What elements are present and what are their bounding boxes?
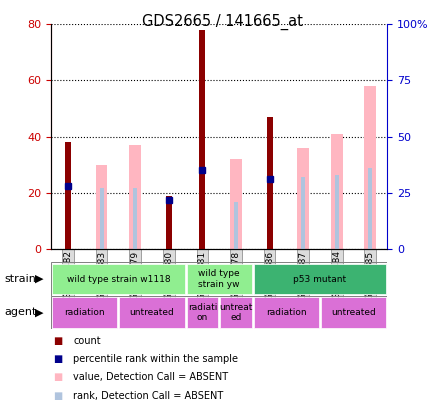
Bar [220,297,252,328]
Bar [234,202,238,249]
Text: ▶: ▶ [35,307,44,317]
Bar [331,134,343,249]
Bar [129,145,141,249]
Bar [100,188,104,249]
Text: count: count [73,336,101,346]
Text: ■: ■ [53,373,63,382]
Text: rank, Detection Call = ABSENT: rank, Detection Call = ABSENT [73,391,224,401]
Bar [368,168,372,249]
Text: radiation: radiation [266,308,307,317]
Bar [335,175,339,249]
Text: ■: ■ [53,391,63,401]
Bar [52,297,117,328]
Bar [65,142,71,249]
Bar [166,196,172,249]
Text: untreated: untreated [331,308,376,317]
Bar [321,297,386,328]
Text: agent: agent [4,307,37,317]
Text: ■: ■ [53,336,63,346]
Bar [297,148,309,249]
Text: untreat
ed: untreat ed [219,303,253,322]
Bar [52,264,185,294]
Text: ■: ■ [53,354,63,364]
Bar [199,30,206,249]
Text: untreated: untreated [129,308,174,317]
Bar [301,177,305,249]
Bar [364,86,376,249]
Bar [186,264,252,294]
Text: value, Detection Call = ABSENT: value, Detection Call = ABSENT [73,373,229,382]
Text: p53 mutant: p53 mutant [293,275,347,284]
Bar [133,188,137,249]
Text: GDS2665 / 141665_at: GDS2665 / 141665_at [142,14,303,30]
Text: strain: strain [4,274,36,284]
Text: radiation: radiation [65,308,105,317]
Bar [267,117,273,249]
Bar [230,159,242,249]
Text: wild type strain w1118: wild type strain w1118 [67,275,170,284]
Text: percentile rank within the sample: percentile rank within the sample [73,354,239,364]
Bar [186,297,218,328]
Bar [119,297,185,328]
Bar [254,297,319,328]
Text: ▶: ▶ [35,274,44,284]
Bar [96,165,107,249]
Text: wild type
strain yw: wild type strain yw [198,269,240,289]
Text: radiati
on: radiati on [188,303,217,322]
Bar [254,264,386,294]
